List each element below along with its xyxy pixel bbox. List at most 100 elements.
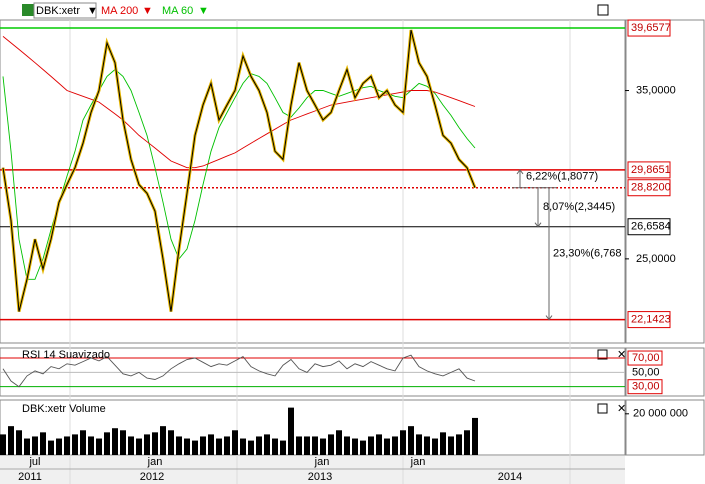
level-label-box [627,161,671,179]
volume-bar [16,430,22,455]
volume-bar [224,436,230,455]
maximize-icon[interactable] [597,349,608,360]
legend-icon [22,4,34,16]
x-tick-label: jan [147,456,163,468]
x-tick-label: 2011 [18,471,42,483]
level-label-box [627,179,671,197]
volume-bar [472,417,478,455]
volume-bar [392,436,398,455]
x-tick-label: jan [410,456,426,468]
volume-bar [232,430,238,455]
volume-bar [128,436,134,455]
series-line [2,29,476,312]
level-label: 28,8200 [631,182,671,194]
volume-bar [272,438,278,455]
volume-bar [312,436,318,455]
level-label-box [627,311,671,329]
volume-bar [336,430,342,455]
volume-bar [184,438,190,455]
legend-arrow: ▼ [142,5,153,17]
y-tick-label: 30,00 [632,381,660,393]
panel-title[interactable]: RSI 14 Suavizado [22,349,110,361]
volume-bar [368,436,374,455]
volume-bar [416,434,422,455]
volume-bar [168,430,174,455]
volume-bar [248,440,254,455]
volume-bar [136,438,142,455]
tick-label-box [627,379,663,395]
volume-bar [56,438,62,455]
volume-bar [200,436,206,455]
x-tick-label: 2014 [498,471,522,483]
y-tick-label: 70,00 [632,352,660,364]
x-tick-label: jan [314,456,330,468]
measure-label: 6,22%(1,8077) [526,171,598,183]
volume-bar [48,440,54,455]
volume-bar [120,430,126,455]
volume-bar [448,436,454,455]
volume-bar [192,440,198,455]
volume-bar [0,434,6,455]
arrow-head [516,169,524,175]
volume-bar [384,438,390,455]
volume-bar [208,434,214,455]
close-icon[interactable]: ✕ [617,403,626,415]
volume-bar [408,426,414,455]
volume-bar [216,438,222,455]
volume-bar [344,436,350,455]
series-line [2,68,476,280]
x-tick-label: 2013 [308,471,332,483]
legend-entry[interactable]: DBK:xetr [36,5,80,17]
arrow-head [534,222,542,228]
volume-bar [424,436,430,455]
volume-bar [88,436,94,455]
level-label: 39,6577 [631,22,671,34]
legend-box [33,2,97,19]
maximize-icon[interactable] [597,4,609,16]
volume-bar [296,436,302,455]
series-line [2,354,476,388]
measure-label: 23,30%(6,768 [553,248,622,260]
arrow-head [545,315,553,321]
volume-bar [72,434,78,455]
volume-bar [280,440,286,455]
volume-bar [432,438,438,455]
legend-entry[interactable]: MA 60 [162,5,193,17]
level-label: 26,6584 [631,221,671,233]
volume-bar [328,434,334,455]
volume-bar [80,430,86,455]
tick-label-box [627,350,663,366]
volume-bar [304,436,310,455]
x-tick-label: 2012 [140,471,164,483]
level-label: 29,8651 [631,164,671,176]
y-tick-label: 50,00 [632,366,660,378]
volume-bar [176,436,182,455]
axis-panel [625,399,705,456]
volume-bar [32,436,38,455]
panel-title: DBK:xetr Volume [22,403,106,415]
level-label: 22,1423 [631,313,671,325]
series-line [2,36,476,169]
volume-bar [320,438,326,455]
panel-frame [0,19,626,344]
volume-bar [152,432,158,455]
volume-bar [456,434,462,455]
time-axis-band [0,456,625,484]
volume-bar [112,428,118,455]
volume-bar [360,440,366,455]
volume-bar [96,438,102,455]
legend-arrow: ▼ [198,5,209,17]
level-label-box [627,19,671,37]
volume-bar [24,438,30,455]
legend-entry[interactable]: MA 200 [101,5,138,17]
volume-bar [376,434,382,455]
legend-arrow: ▼ [87,5,98,17]
volume-bar [160,426,166,455]
volume-bar [288,407,294,455]
volume-bar [264,434,270,455]
maximize-icon[interactable] [597,403,608,414]
volume-bar [400,430,406,455]
close-icon[interactable]: ✕ [617,349,626,361]
